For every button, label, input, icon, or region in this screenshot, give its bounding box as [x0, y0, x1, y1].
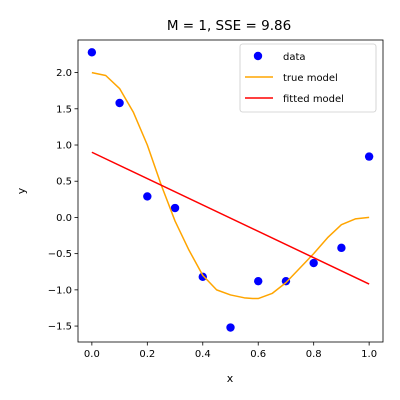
y-tick-label: −0.5 [48, 249, 72, 260]
legend-marker [253, 51, 263, 61]
data-point [170, 203, 180, 213]
data-point [254, 276, 263, 286]
y-tick-label: −1.0 [48, 285, 72, 296]
x-tick-label: 0.0 [84, 349, 100, 360]
y-axis-label: y [15, 187, 28, 194]
x-tick-label: 1.0 [361, 349, 377, 360]
data-point [281, 276, 291, 286]
y-tick-label: 1.0 [56, 141, 72, 152]
data-point [115, 98, 124, 108]
data-point [198, 272, 207, 282]
x-tick-label: 0.2 [139, 349, 155, 360]
plot-frame [77, 39, 384, 343]
x-tick-label: 0.6 [250, 349, 266, 360]
data-point [309, 258, 318, 268]
x-tick-label: 0.8 [306, 349, 322, 360]
legend-label: data [283, 52, 306, 63]
true-model-line [91, 71, 370, 300]
y-tick-label: 2.0 [56, 68, 72, 79]
y-tick-label: 1.5 [56, 104, 72, 115]
y-tick-label: 0.0 [56, 213, 72, 224]
plot-area: 0.0 0.2 0.4 0.6 0.8 1.0 −1.5 −1.0 −0.5 0.0 0.5 1.0 1… [48, 39, 384, 360]
chart-title: M = 1, SSE = 9.86 [167, 18, 291, 34]
data-point [143, 192, 152, 201]
legend-label: fitted model [283, 94, 344, 105]
data-point [226, 323, 235, 332]
legend-box [239, 43, 377, 113]
y-tick-label: −1.5 [48, 322, 72, 333]
x-tick-label: 0.4 [195, 349, 211, 360]
y-tick-label: 0.5 [56, 177, 72, 188]
legend: data true model fitted model [239, 43, 377, 113]
fitted-model-line [91, 151, 370, 285]
data-point [337, 243, 346, 253]
data-point [87, 48, 97, 57]
legend-label: true model [283, 73, 338, 84]
x-axis-label: x [227, 372, 234, 385]
data-point [364, 152, 374, 161]
